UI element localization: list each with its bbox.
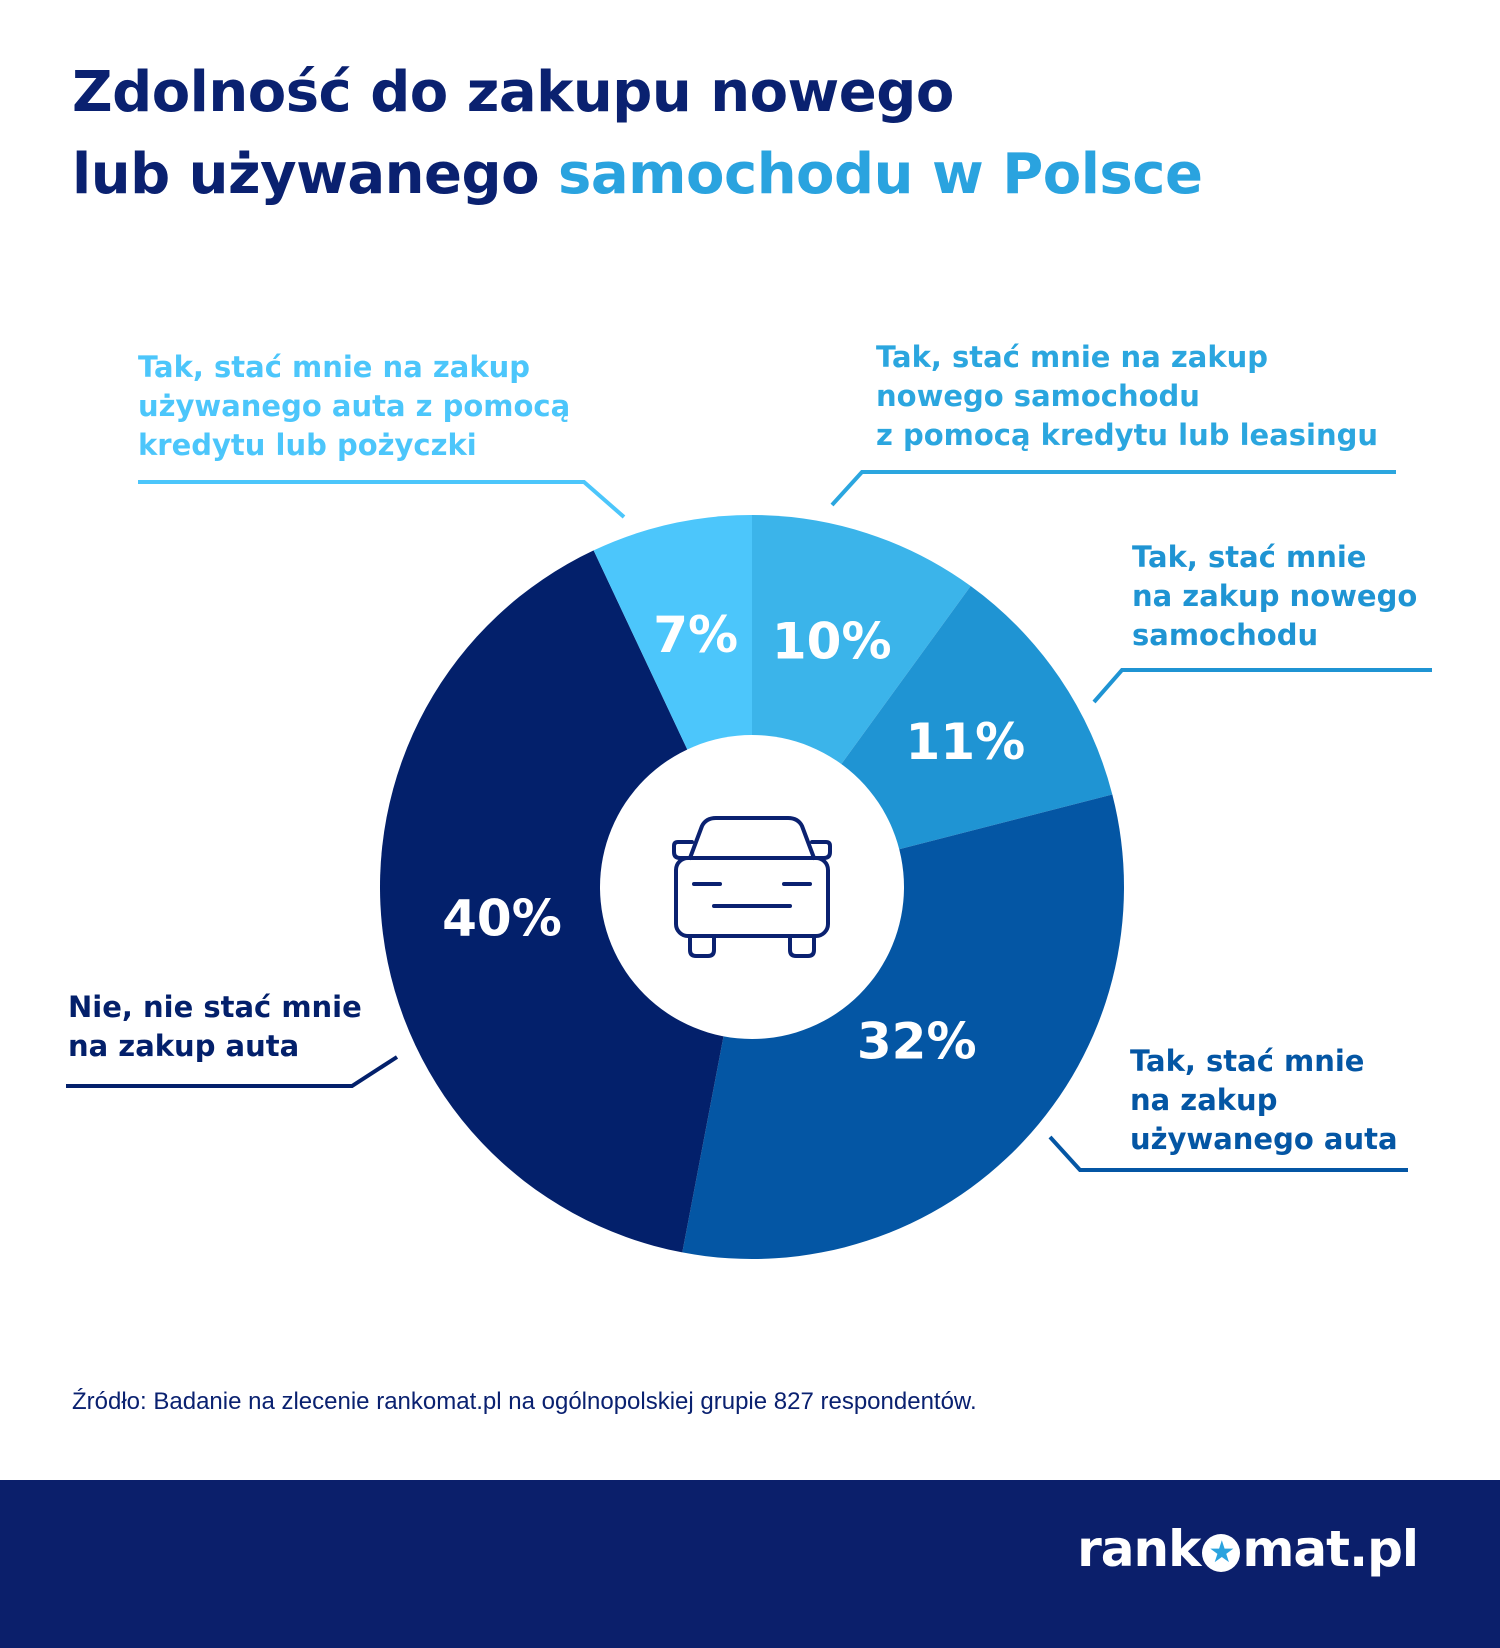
label-used-with-credit: Tak, stać mnie na zakup używanego auta z…	[138, 350, 571, 462]
value-label-new-with-credit: 10%	[772, 613, 892, 671]
source-note: Źródło: Badanie na zlecenie rankomat.pl …	[72, 1388, 977, 1415]
footer-bar: rank ★ mat.pl	[0, 1480, 1500, 1648]
value-label-new: 11%	[906, 713, 1026, 771]
label-new-with-credit: Tak, stać mnie na zakup nowego samochodu…	[876, 340, 1379, 452]
leader-line-used-with-credit	[138, 480, 626, 519]
brand-logo: rank ★ mat.pl	[1077, 1520, 1419, 1578]
page-title: Zdolność do zakupu nowego lub używanego s…	[72, 52, 1203, 216]
title-line1: Zdolność do zakupu nowego	[72, 60, 954, 125]
label-new: Tak, stać mnie na zakup nowego samochodu	[1132, 540, 1418, 652]
donut-hole	[600, 735, 904, 1039]
slice-no	[380, 550, 752, 1253]
donut-chart: 10%11% 32% 40% 7%	[66, 470, 1432, 1259]
star-icon: ★	[1202, 1534, 1241, 1572]
label-used: Tak, stać mnie na zakup używanego auta	[1130, 1044, 1398, 1156]
label-leaders	[66, 470, 1432, 1172]
leader-line-new-with-credit	[830, 470, 1396, 507]
title-line2: lub używanego	[72, 142, 559, 207]
car-icon	[672, 816, 832, 958]
leader-line-no	[66, 1055, 399, 1088]
title-accent: samochodu w Polsce	[558, 142, 1203, 207]
leader-line-used	[1048, 1135, 1408, 1172]
value-label-used-with-credit: 7%	[653, 606, 738, 664]
leader-line-new	[1092, 668, 1432, 704]
value-label-used: 32%	[857, 1013, 977, 1071]
label-no: Nie, nie stać mnie na zakup auta	[68, 990, 362, 1063]
value-label-no: 40%	[442, 890, 562, 948]
